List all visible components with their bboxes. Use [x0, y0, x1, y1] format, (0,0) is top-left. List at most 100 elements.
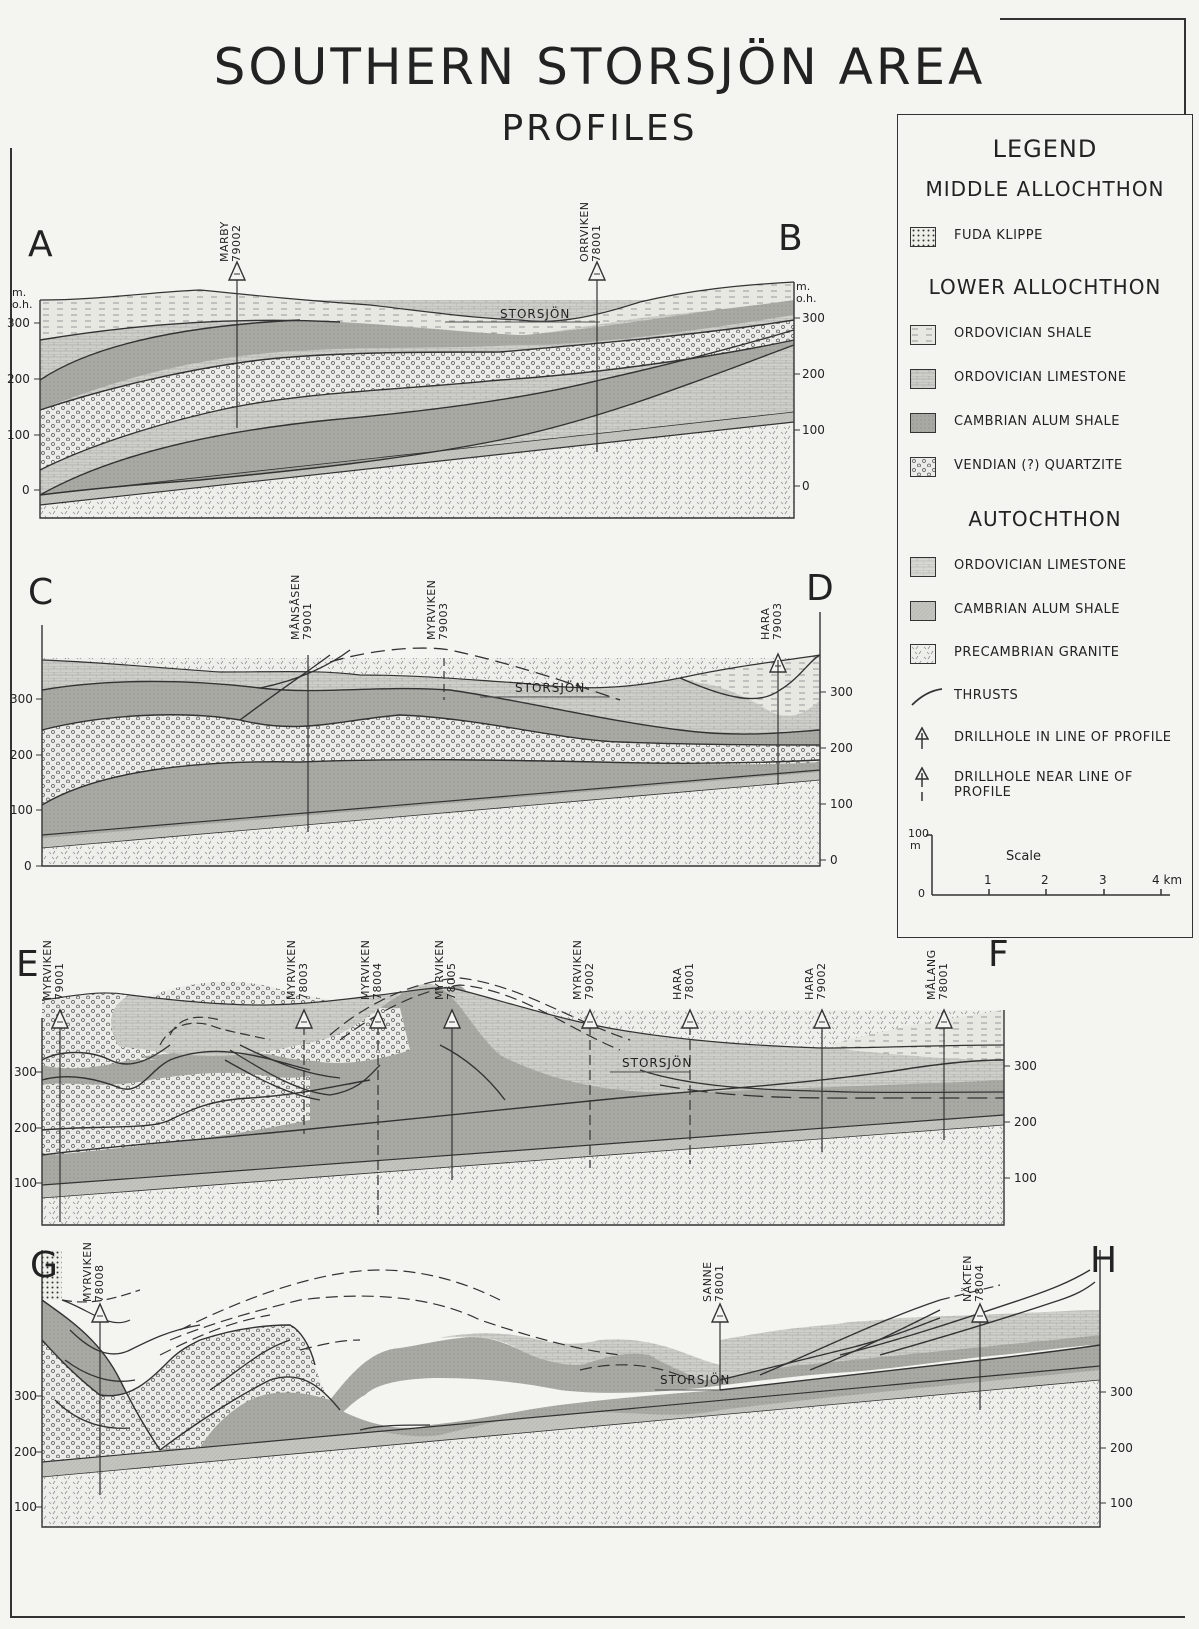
- legend-label: CAMBRIAN ALUM SHALE: [954, 414, 1120, 429]
- drillhole-near-arrow-icon: [914, 766, 930, 801]
- profile-letter-e: E: [16, 944, 39, 985]
- legend-item-drillhole-near-line: DRILLHOLE NEAR LINE OF PROFILE: [898, 766, 1192, 801]
- cd-lake-label: STORSJÖN: [515, 681, 586, 695]
- swatch-vendian-quartzite: [910, 457, 936, 477]
- swatch-ordovician-shale: [910, 325, 936, 345]
- drillhole-label: MYRVIKEN 78004: [359, 940, 384, 1001]
- drillhole-label: MYRVIKEN 79001: [41, 940, 66, 1001]
- thrust-line-icon: [911, 688, 943, 706]
- legend-item-precambrian-granite: PRECAMBRIAN GRANITE: [898, 642, 1192, 666]
- drillhole-number: 78001: [937, 962, 950, 1001]
- drillhole-number: 79001: [53, 962, 66, 1001]
- frame-bottom-line: [10, 1616, 1185, 1618]
- frame-left-line: [10, 148, 12, 1618]
- scale-tick-1: 1: [984, 873, 992, 887]
- gh-lake-label: STORSJÖN: [660, 1373, 731, 1387]
- profile-letter-g: G: [30, 1245, 58, 1286]
- drillhole-label: NÄKTEN 78004: [961, 1255, 986, 1303]
- drillhole-label: HARA 79003: [759, 603, 784, 641]
- ab-right-300: 300: [802, 311, 825, 325]
- drillhole-number: 78004: [371, 962, 384, 1001]
- profile-letter-f: F: [988, 934, 1009, 975]
- scale-bar: [926, 834, 1170, 896]
- legend-item-autoch-alum-shale: CAMBRIAN ALUM SHALE: [898, 599, 1192, 623]
- swatch-autoch-alum-shale: [910, 601, 936, 621]
- ef-right-300: 300: [1014, 1059, 1037, 1073]
- swatch-ordovician-limestone: [910, 369, 936, 389]
- drillhole-label: SANNE 78001: [701, 1261, 726, 1303]
- drillhole-label: MYRVIKEN 78003: [285, 940, 310, 1001]
- gh-left-200: 200: [14, 1445, 37, 1459]
- ef-lake-label: STORSJÖN: [622, 1056, 693, 1070]
- cd-left-100: 100: [10, 803, 33, 817]
- legend-item-fuda-klippe: FUDA KLIPPE: [898, 225, 1192, 249]
- legend-label: CAMBRIAN ALUM SHALE: [954, 602, 1120, 617]
- gh-right-100: 100: [1110, 1496, 1133, 1510]
- cd-right-200: 200: [830, 741, 853, 755]
- profile-letter-h: H: [1090, 1240, 1118, 1281]
- drillhole-label: ORRVIKEN 78001: [578, 201, 603, 263]
- ef-left-100: 100: [14, 1176, 37, 1190]
- gh-left-300: 300: [14, 1389, 37, 1403]
- drillhole-arrow-icon: [914, 726, 930, 749]
- swatch-fuda-klippe: [910, 227, 936, 247]
- drillhole-label: MYRVIKEN 79003: [425, 580, 450, 641]
- drillhole-label: HARA 79002: [803, 962, 828, 1001]
- page-subtitle: PROFILES: [501, 108, 698, 149]
- gh-right-300: 300: [1110, 1385, 1133, 1399]
- frame-top-right-line: [1000, 18, 1185, 20]
- profile-letter-b: B: [778, 218, 803, 259]
- ab-left-100: 100: [7, 428, 30, 442]
- ab-left-0: 0: [22, 483, 30, 497]
- drillhole-label: MYRVIKEN 78005: [433, 940, 458, 1001]
- drillhole-number: 78001: [683, 962, 696, 1001]
- legend-label: VENDIAN (?) QUARTZITE: [954, 458, 1123, 473]
- ef-right-100: 100: [1014, 1171, 1037, 1185]
- profile-letter-c: C: [28, 572, 54, 613]
- scale-label-100: 100: [908, 827, 929, 840]
- profile-ef: [36, 977, 1010, 1226]
- legend-label: DRILLHOLE IN LINE OF PROFILE: [954, 730, 1172, 745]
- legend-group-lower: LOWER ALLOCHTHON: [928, 275, 1162, 299]
- ef-left-200: 200: [14, 1121, 37, 1135]
- legend-item-vendian-quartzite: VENDIAN (?) QUARTZITE: [898, 455, 1192, 479]
- cd-right-0: 0: [830, 853, 838, 867]
- profile-ab: [34, 261, 800, 519]
- legend-item-ordovician-shale: ORDOVICIAN SHALE: [898, 323, 1192, 347]
- scale-tick-3: 3: [1099, 873, 1107, 887]
- swatch-precambrian-granite: [910, 644, 936, 664]
- drillhole-number: 79002: [815, 962, 828, 1001]
- legend-item-ordovician-limestone: ORDOVICIAN LIMESTONE: [898, 367, 1192, 391]
- legend-label: DRILLHOLE NEAR LINE OF PROFILE: [954, 770, 1133, 800]
- legend-item-cambrian-alum-shale: CAMBRIAN ALUM SHALE: [898, 411, 1192, 435]
- unit-right-m: m.: [796, 280, 811, 293]
- legend-group-autochthon: AUTOCHTHON: [968, 507, 1122, 531]
- scale-label-m: m: [910, 839, 921, 852]
- ef-right-200: 200: [1014, 1115, 1037, 1129]
- ab-right-100: 100: [802, 423, 825, 437]
- scale-title: Scale: [1006, 849, 1041, 864]
- legend-item-drillhole-in-line: DRILLHOLE IN LINE OF PROFILE: [898, 726, 1192, 751]
- swatch-cambrian-alum-shale: [910, 413, 936, 433]
- gh-right-200: 200: [1110, 1441, 1133, 1455]
- drillhole-number: 78005: [445, 962, 458, 1001]
- drillhole-number: 79002: [583, 962, 596, 1001]
- legend-label: ORDOVICIAN LIMESTONE: [954, 370, 1127, 385]
- profile-letter-d: D: [806, 568, 834, 609]
- cd-right-300: 300: [830, 685, 853, 699]
- drillhole-number: 78003: [297, 962, 310, 1001]
- legend-box: LEGEND MIDDLE ALLOCHTHON FUDA KLIPPE LOW…: [897, 114, 1193, 938]
- drillhole-number: 78001: [713, 1264, 726, 1303]
- cd-left-200: 200: [10, 748, 33, 762]
- drillhole-number: 79001: [301, 602, 314, 641]
- drillhole-number: 79003: [437, 602, 450, 641]
- drillhole-label: MYRVIKEN 78008: [81, 1242, 106, 1302]
- ef-left-300: 300: [14, 1065, 37, 1079]
- drillhole-label: HARA 78001: [671, 962, 696, 1001]
- drillhole-number: 78004: [973, 1264, 986, 1303]
- drillhole-number: 78001: [590, 224, 603, 263]
- ab-left-200: 200: [7, 372, 30, 386]
- profile-gh: [36, 1250, 1106, 1528]
- unit-left-oh: o.h.: [12, 298, 33, 311]
- ab-left-300: 300: [7, 316, 30, 330]
